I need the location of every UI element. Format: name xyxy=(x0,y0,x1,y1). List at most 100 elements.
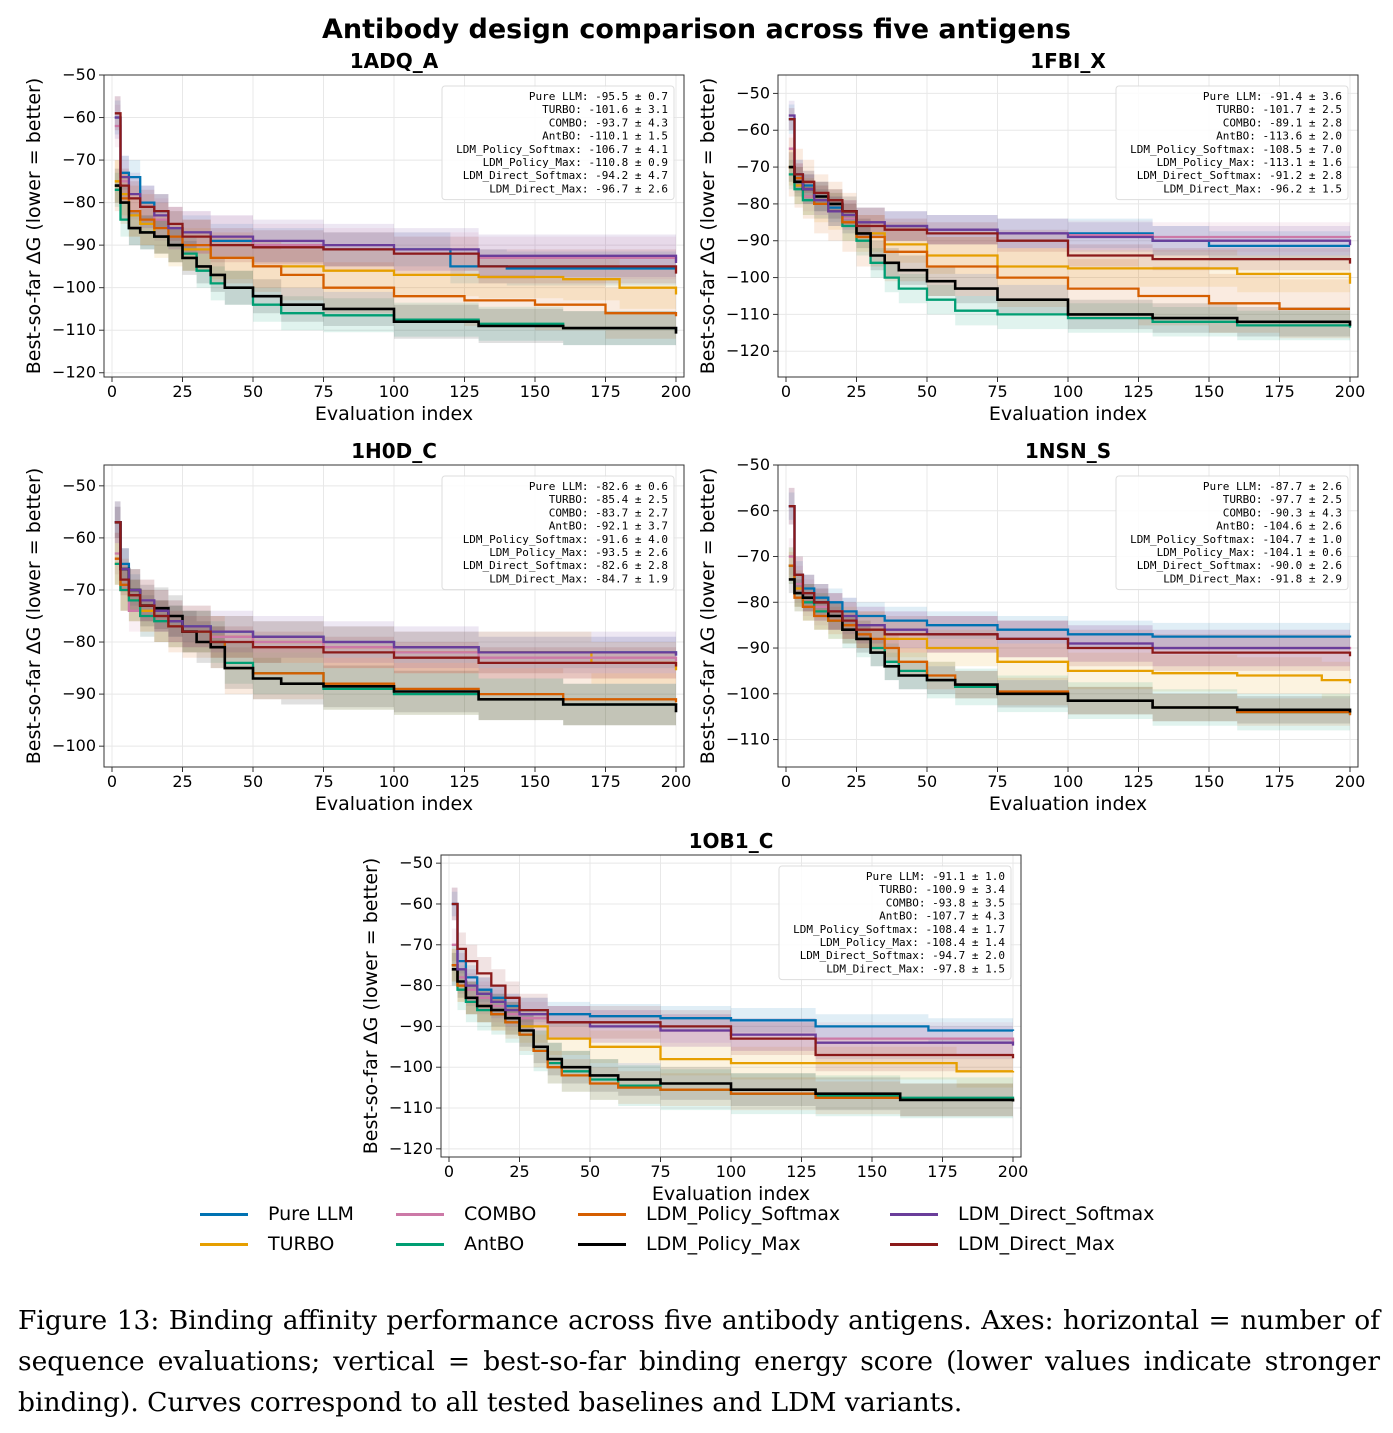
stats-line: TURBO: -85.4 ± 2.5 xyxy=(549,493,668,506)
chart-title: 1OB1_C xyxy=(689,829,774,853)
charts-canvas: 0 25 50 75 100 125 150 175 200 −50 −60 −70 −80 −90 −10… xyxy=(23,49,1365,1205)
x-tick-label: 100 xyxy=(716,1162,747,1181)
x-tick-label: 0 xyxy=(107,382,117,401)
legend-swatch xyxy=(578,1212,626,1216)
confidence-band xyxy=(788,487,1350,667)
legend-item-combo: COMBO xyxy=(396,1200,536,1228)
y-tick-label: −80 xyxy=(399,976,433,995)
stats-line: LDM_Policy_Max: -113.1 ± 1.6 xyxy=(1157,156,1342,169)
x-tick-label: 50 xyxy=(917,772,937,791)
confidence-band xyxy=(451,887,1013,1075)
y-tick-label: −120 xyxy=(52,363,96,382)
stats-line: LDM_Direct_Max: -91.8 ± 2.9 xyxy=(1163,572,1342,585)
x-tick-label: 200 xyxy=(661,382,692,401)
legend-item-pure-llm: Pure LLM xyxy=(200,1200,354,1228)
stats-line: Pure LLM: -87.7 ± 2.6 xyxy=(1203,480,1342,493)
chart-title: 1H0D_C xyxy=(351,439,437,463)
y-tick-label: −70 xyxy=(62,150,96,169)
stats-line: Pure LLM: -82.6 ± 0.6 xyxy=(529,480,668,493)
y-tick-label: −60 xyxy=(736,120,770,139)
stats-line: LDM_Direct_Softmax: -91.2 ± 2.8 xyxy=(1137,169,1342,182)
legend-swatch xyxy=(396,1212,444,1216)
stats-line: LDM_Direct_Max: -96.2 ± 1.5 xyxy=(1163,182,1342,195)
stats-line: COMBO: -83.7 ± 2.7 xyxy=(549,506,668,519)
figure-caption: Figure 13: Binding affinity performance … xyxy=(18,1305,1380,1418)
y-tick-label: −60 xyxy=(736,501,770,520)
y-tick-label: −90 xyxy=(62,684,96,703)
stats-line: AntBO: -107.7 ± 4.3 xyxy=(879,910,1005,923)
confidence-band xyxy=(788,148,1350,303)
x-tick-label: 25 xyxy=(172,772,192,791)
series-line xyxy=(114,184,678,334)
y-tick-label: −100 xyxy=(726,684,770,703)
x-tick-label: 50 xyxy=(243,772,263,791)
legend-label: LDM_Policy_Max xyxy=(646,1233,801,1255)
x-tick-label: 0 xyxy=(444,1162,454,1181)
confidence-band xyxy=(114,543,677,691)
y-tick-label: −70 xyxy=(736,157,770,176)
legend-item-ldm-policy-max: LDM_Policy_Max xyxy=(578,1230,801,1258)
y-tick-label: −80 xyxy=(62,193,96,212)
stats-line: Pure LLM: -95.5 ± 0.7 xyxy=(529,90,668,103)
y-tick-label: −50 xyxy=(62,65,96,84)
y-tick-label: −60 xyxy=(62,528,96,547)
stats-box xyxy=(1115,85,1349,201)
x-tick-label: 150 xyxy=(857,1162,888,1181)
confidence-band xyxy=(788,104,1350,261)
legend-label: COMBO xyxy=(464,1203,537,1225)
x-axis-label: Evaluation index xyxy=(315,403,473,425)
x-tick-label: 125 xyxy=(449,382,480,401)
confidence-band xyxy=(114,543,677,726)
stats-line: LDM_Policy_Softmax: -108.4 ± 1.7 xyxy=(793,923,1005,936)
x-tick-label: 200 xyxy=(661,772,692,791)
stats-box xyxy=(778,865,1012,981)
y-tick-label: −90 xyxy=(736,638,770,657)
y-axis-label: Best-so-far ΔG (lower = better) xyxy=(697,468,719,765)
x-tick-label: 0 xyxy=(781,382,791,401)
stats-line: TURBO: -101.6 ± 3.1 xyxy=(542,103,668,116)
stats-line: COMBO: -93.7 ± 4.3 xyxy=(549,116,668,129)
legend-label: LDM_Direct_Max xyxy=(958,1233,1115,1255)
x-tick-label: 150 xyxy=(520,772,551,791)
x-tick-label: 175 xyxy=(1264,772,1295,791)
figure: Antibody design comparison across five a… xyxy=(23,14,1365,1258)
y-axis-label: Best-so-far ΔG (lower = better) xyxy=(23,468,45,765)
stats-line: LDM_Policy_Max: -110.8 ± 0.9 xyxy=(483,156,668,169)
legend-label: AntBO xyxy=(464,1233,525,1255)
stats-box xyxy=(441,475,675,591)
x-tick-label: 200 xyxy=(998,1162,1029,1181)
confidence-band xyxy=(114,96,677,285)
x-axis-label: Evaluation index xyxy=(989,403,1147,425)
legend-swatch xyxy=(890,1212,938,1216)
x-tick-label: 25 xyxy=(846,772,866,791)
y-tick-label: −100 xyxy=(726,268,770,287)
stats-line: LDM_Policy_Softmax: -106.7 ± 4.1 xyxy=(456,143,668,156)
y-tick-label: −100 xyxy=(52,736,96,755)
x-tick-label: 50 xyxy=(917,382,937,401)
confidence-band xyxy=(114,501,677,677)
confidence-band xyxy=(788,159,1350,343)
stats-line: LDM_Direct_Max: -96.7 ± 2.6 xyxy=(489,182,668,195)
x-tick-label: 50 xyxy=(243,382,263,401)
confidence-band xyxy=(788,551,1350,729)
x-tick-label: 100 xyxy=(379,382,410,401)
x-tick-label: 25 xyxy=(509,1162,529,1181)
y-tick-label: −110 xyxy=(726,730,770,749)
legend-swatch xyxy=(200,1242,248,1246)
legend-label: Pure LLM xyxy=(268,1203,354,1225)
stats-line: AntBO: -92.1 ± 3.7 xyxy=(549,520,668,533)
x-tick-label: 100 xyxy=(379,772,410,791)
stats-line: Pure LLM: -91.4 ± 3.6 xyxy=(1203,90,1342,103)
chart-panel-1nsn_s: 0 25 50 75 100 125 150 175 200 −50 −60 −70 −80 −90 −10… xyxy=(697,439,1365,815)
confidence-band xyxy=(114,501,677,734)
x-tick-label: 125 xyxy=(1123,382,1154,401)
stats-line: LDM_Direct_Softmax: -94.7 ± 2.0 xyxy=(800,949,1005,962)
legend-swatch xyxy=(396,1242,444,1246)
confidence-band xyxy=(114,104,677,283)
x-tick-label: 150 xyxy=(520,382,551,401)
confidence-band xyxy=(788,492,1350,652)
chart-panel-1h0d_c: 0 25 50 75 100 125 150 175 200 −50 −60 −70 −80 −90 −10… xyxy=(23,439,691,815)
stats-line: LDM_Policy_Max: -93.5 ± 2.6 xyxy=(489,546,668,559)
chart-title: 1FBI_X xyxy=(1030,49,1106,73)
confidence-band xyxy=(788,137,1350,339)
